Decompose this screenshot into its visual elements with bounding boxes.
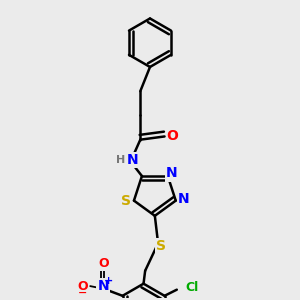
Text: S: S: [121, 194, 131, 208]
Text: O: O: [98, 257, 109, 270]
Text: H: H: [116, 155, 125, 165]
Text: −: −: [78, 288, 87, 298]
Text: +: +: [104, 276, 114, 286]
Text: N: N: [178, 192, 190, 206]
Text: Cl: Cl: [185, 281, 199, 294]
Text: N: N: [166, 167, 178, 181]
Text: N: N: [126, 153, 138, 167]
Text: N: N: [97, 279, 109, 293]
Text: O: O: [167, 130, 178, 143]
Text: O: O: [77, 280, 88, 292]
Text: S: S: [156, 239, 166, 253]
